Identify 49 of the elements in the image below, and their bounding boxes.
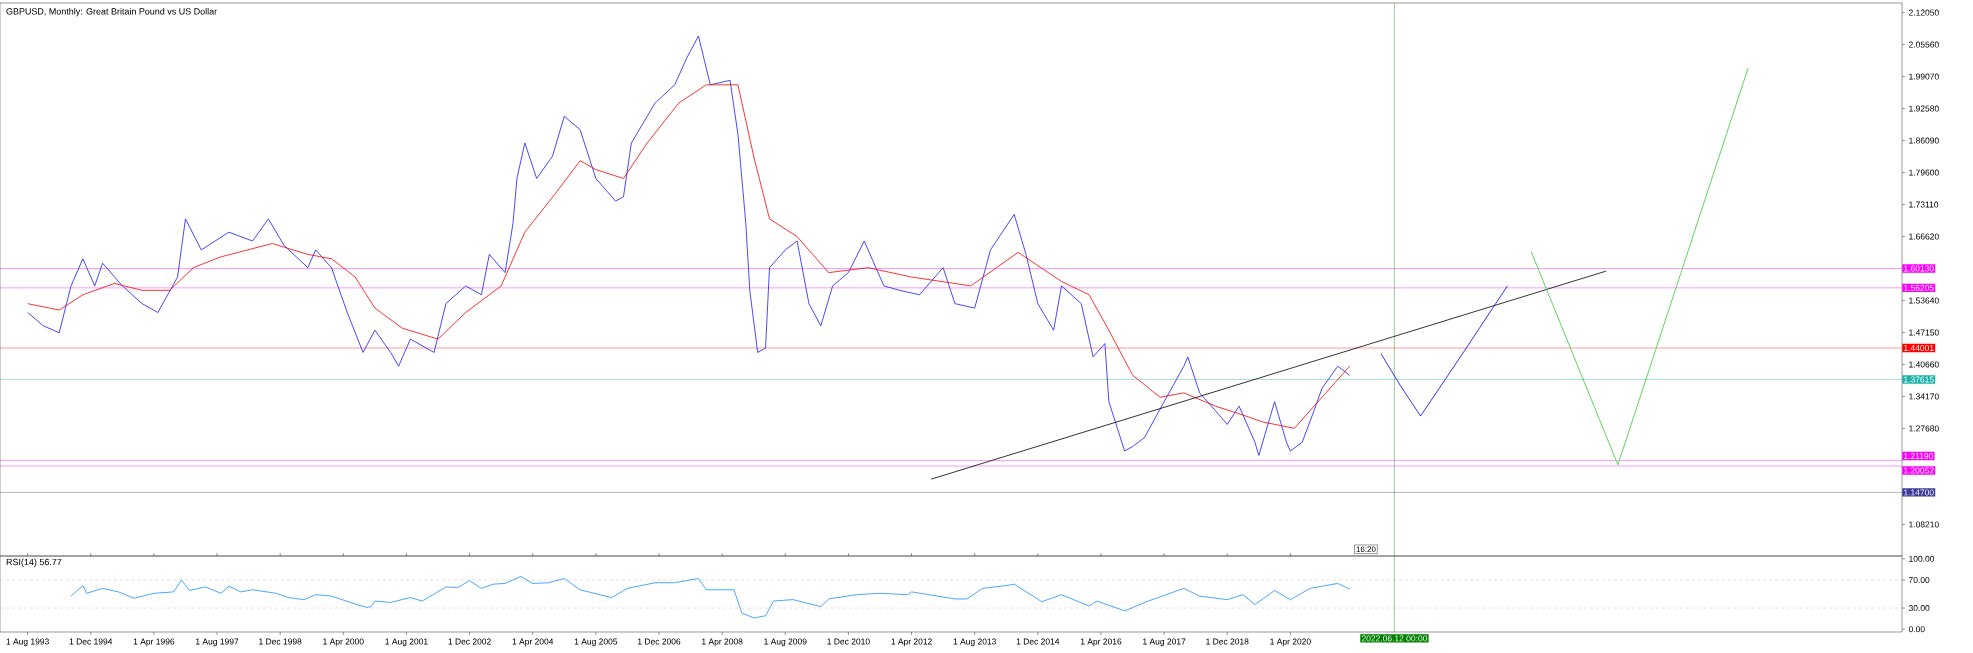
x-tick-label: 1 Dec 2018	[1206, 638, 1249, 645]
x-tick-label: 1 Dec 1994	[69, 638, 113, 645]
y-tick-label: 1.40660	[1909, 361, 1939, 368]
ref-line-label: 1.60130	[1904, 265, 1934, 272]
x-tick-label: 1 Aug 1993	[6, 638, 49, 647]
chart-title: RSI(14) 56.77	[6, 558, 62, 567]
ref-line-label: 1.20052	[1904, 467, 1934, 474]
y-tick-label: 1.47150	[1909, 329, 1939, 336]
y-tick-label: 1.79600	[1909, 169, 1939, 176]
x-tick-label: 1 Apr 2012	[891, 638, 932, 647]
ref-line-label: 1.37615	[1904, 376, 1934, 383]
x-tick-label: 1 Apr 2000	[323, 638, 364, 647]
y-tick-label: 1.34170	[1909, 393, 1939, 400]
y-tick-label: 1.92580	[1909, 105, 1939, 112]
x-tick-label: 1 Aug 2001	[385, 638, 428, 647]
x-tick-label: 1 Dec 2010	[827, 638, 870, 645]
ref-line-label: 1.44001	[1904, 345, 1934, 351]
x-tick-label: 1 Aug 2017	[1143, 638, 1186, 647]
y-tick-label: 0.00	[1908, 626, 1925, 633]
x-tick-label: 1 Apr 2004	[512, 638, 554, 647]
x-tick-label: 1 Aug 1997	[196, 638, 239, 647]
y-tick-label: 1.73110	[1909, 201, 1939, 208]
x-tick-label: 1 Dec 2014	[1016, 638, 1060, 645]
x-tick-label: 1 Apr 1996	[133, 638, 175, 647]
ref-line-label: 1.56205	[1904, 284, 1934, 291]
y-tick-label: 1.99070	[1909, 73, 1939, 80]
x-tick-label: 1 Aug 2009	[764, 638, 807, 647]
y-tick-label: 1.66620	[1909, 233, 1939, 240]
y-tick-label: 2.12050	[1908, 9, 1939, 16]
y-tick-label: 70.00	[1908, 576, 1930, 583]
x-tick-label: 1 Dec 2006	[637, 638, 681, 645]
x-tick-label: 1 Dec 1998	[259, 638, 302, 645]
text: GBPUSD, Monthly: Great Britain Pound vs US Dollar	[6, 7, 217, 17]
y-tick-label: 100.00	[1909, 555, 1935, 562]
y-tick-label: 30.00	[1908, 605, 1930, 612]
x-tick-label: 1 Apr 2016	[1080, 638, 1122, 647]
y-tick-label: 1.86090	[1909, 137, 1939, 144]
ref-line-label: 1.21190	[1904, 453, 1934, 460]
x-tick-label: 1 Aug 2013	[953, 638, 996, 647]
x-tick-label: 1 Aug 2005	[574, 638, 618, 647]
y-tick-label: 2.05560	[1908, 41, 1939, 48]
x-tick-label: 1 Apr 2008	[702, 638, 743, 647]
y-tick-label: 1.53640	[1909, 297, 1939, 304]
x-tick-label: 1 Apr 2020	[1270, 638, 1311, 647]
x-tick-label: 1 Dec 2002	[448, 638, 491, 645]
y-tick-label: 1.08210	[1909, 521, 1939, 528]
ref-line-label: 1.14700	[1904, 489, 1934, 496]
ref-line-label: 2022.06.12 00:00	[1361, 635, 1428, 642]
y-tick-label: 1.27680	[1909, 425, 1939, 432]
